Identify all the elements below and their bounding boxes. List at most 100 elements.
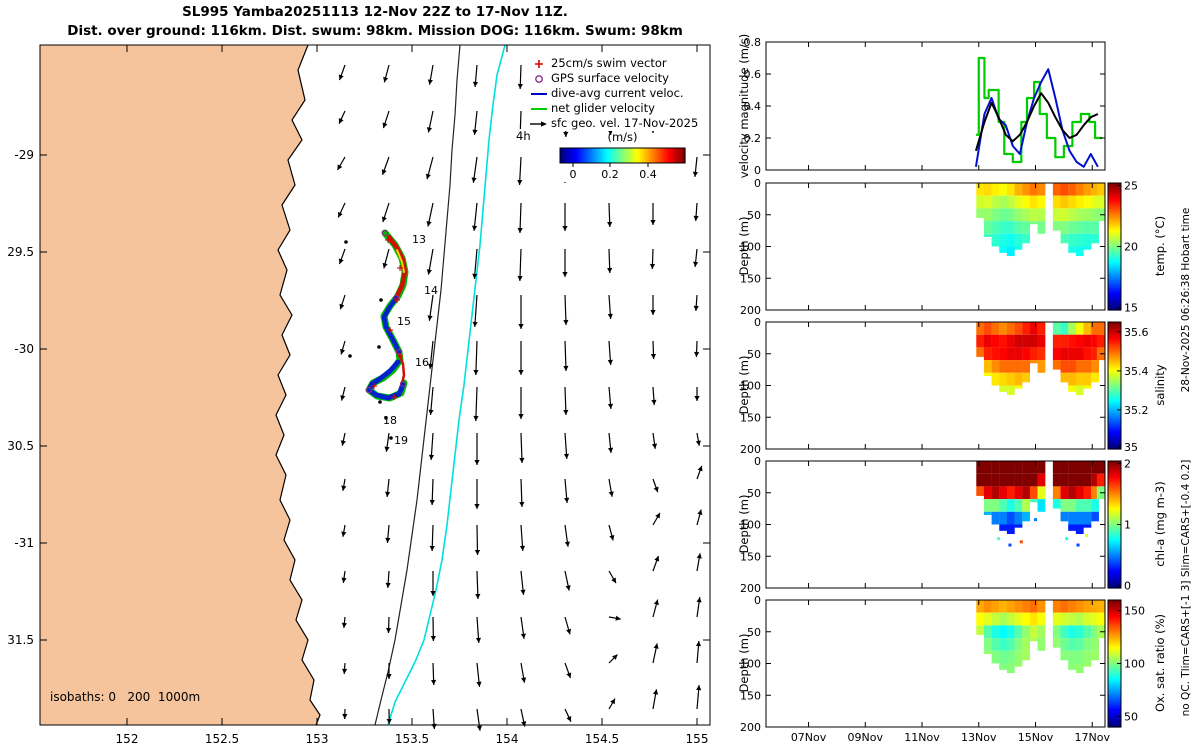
svg-text:13Nov: 13Nov — [961, 731, 997, 744]
salinity-colorbar: 35.6 35.4 35.2 35 — [1107, 321, 1149, 454]
svg-text:154.5: 154.5 — [585, 732, 619, 746]
velocity-panel: 0 0.2 0.4 0.6 0.8 — [744, 36, 1106, 177]
svg-text:152: 152 — [116, 732, 139, 746]
svg-text:35.6: 35.6 — [1124, 326, 1149, 339]
isobath-200m — [374, 44, 461, 726]
svg-text:0: 0 — [1124, 579, 1131, 592]
velocity-ylabel: velocity magnitude (m/s) — [737, 33, 751, 179]
chla-section: 0 50 100 150 200 2 1 0 — [740, 455, 1131, 595]
svg-text:50: 50 — [747, 626, 761, 639]
chla-colorbar-label: chl-a (mg m-3) — [1153, 481, 1167, 567]
svg-text:150: 150 — [740, 411, 761, 424]
svg-text:0.2: 0.2 — [601, 168, 619, 181]
svg-text:-31: -31 — [14, 536, 34, 550]
circle-symbol-icon — [527, 73, 549, 85]
svg-text:150: 150 — [740, 550, 761, 563]
svg-text:18: 18 — [383, 414, 397, 427]
svg-text:0: 0 — [570, 168, 577, 181]
svg-text:11Nov: 11Nov — [904, 731, 940, 744]
temp-depth-label: Depth (m) — [737, 216, 751, 276]
map-panel: 13 14 15 16 18 19 152 152.5 153 153.5 154 154.5 155 -… — [7, 44, 711, 746]
svg-text:2: 2 — [1124, 458, 1131, 471]
svg-text:35: 35 — [1124, 441, 1138, 454]
timestamp-note: 28-Nov-2025 06:26:38 Hobart time — [1180, 207, 1192, 393]
svg-text:0: 0 — [754, 316, 761, 329]
glider-track: 13 14 15 16 18 19 — [365, 229, 438, 447]
svg-text:15: 15 — [397, 315, 411, 328]
legend-item-1: GPS surface velocity — [527, 71, 703, 86]
qc-note: no QC. Tlim=CARS+[-1 3] Slim=CARS+[-0.4 … — [1180, 459, 1192, 717]
svg-text:152.5: 152.5 — [205, 732, 239, 746]
svg-text:100: 100 — [1124, 658, 1145, 671]
svg-text:200: 200 — [740, 304, 761, 317]
temperature-colorbar: 25 20 15 — [1107, 180, 1138, 314]
svg-text:150: 150 — [740, 272, 761, 285]
salinity-colorbar-label: salinity — [1153, 364, 1167, 406]
land-polygon — [40, 45, 320, 725]
svg-text:50: 50 — [1124, 710, 1138, 723]
chla-colorbar: 2 1 0 — [1107, 458, 1131, 592]
legend-item-label: sfc geo. vel. 17-Nov-2025 — [551, 116, 699, 130]
isobath-1000m — [387, 44, 506, 726]
legend-item-label: net glider velocity — [551, 101, 655, 115]
svg-text:35.4: 35.4 — [1124, 365, 1149, 378]
svg-text:0: 0 — [754, 177, 761, 190]
surface-geostrophic-vector-field — [336, 64, 703, 731]
map-colorbar: 0 0.2 0.4 — [556, 146, 689, 182]
legend-item-2: dive-avg current veloc. — [527, 86, 703, 101]
plus-symbol-icon — [527, 58, 549, 70]
svg-text:200: 200 — [740, 443, 761, 456]
svg-text:35.2: 35.2 — [1124, 404, 1149, 417]
svg-text:100: 100 — [740, 519, 761, 532]
vector-time-scale-label: 4h — [514, 129, 533, 143]
svg-text:31.5: 31.5 — [7, 633, 34, 647]
svg-text:15: 15 — [1124, 301, 1138, 314]
svg-text:200: 200 — [740, 582, 761, 595]
line-symbol-icon — [527, 88, 549, 100]
svg-text:150: 150 — [740, 689, 761, 702]
svg-text:0.4: 0.4 — [744, 100, 762, 113]
svg-text:13: 13 — [412, 233, 426, 246]
temp-colorbar-label: temp. (°C) — [1153, 215, 1167, 277]
map-title-line1: SL995 Yamba20251113 12-Nov 22Z to 17-Nov… — [182, 4, 568, 20]
legend-item-label: dive-avg current veloc. — [551, 86, 684, 100]
svg-text:100: 100 — [740, 241, 761, 254]
svg-text:100: 100 — [740, 658, 761, 671]
svg-text:200: 200 — [740, 721, 761, 734]
svg-text:14: 14 — [424, 284, 438, 297]
oxygen-section: 0 50 100 150 200 150 100 50 — [740, 594, 1145, 734]
svg-text:100: 100 — [740, 380, 761, 393]
legend-item-4: sfc geo. vel. 17-Nov-2025 — [527, 116, 703, 131]
svg-text:17Nov: 17Nov — [1074, 731, 1110, 744]
legend-item-0: 25cm/s swim vector — [527, 56, 703, 71]
map-title-line2: Dist. over ground: 116km. Dist. swum: 98… — [67, 23, 683, 39]
svg-text:16: 16 — [415, 356, 429, 369]
svg-text:0: 0 — [754, 455, 761, 468]
legend-item-label: GPS surface velocity — [551, 71, 669, 85]
svg-text:09Nov: 09Nov — [848, 731, 884, 744]
svg-text:150: 150 — [1124, 605, 1145, 618]
oxygen-depth-label: Depth (m) — [737, 633, 751, 693]
line-symbol-icon — [527, 103, 549, 115]
legend-item-label: 25cm/s swim vector — [551, 56, 667, 70]
svg-text:0.2: 0.2 — [744, 132, 762, 145]
oxygen-colorbar-label: Ox. sat. ratio (%) — [1153, 613, 1167, 713]
salinity-depth-label: Depth (m) — [737, 355, 751, 415]
svg-text:15Nov: 15Nov — [1018, 731, 1054, 744]
map-axes: 152 152.5 153 153.5 154 154.5 155 -29 29.5 -30 30.… — [7, 44, 711, 746]
oxygen-colorbar: 150 100 50 — [1107, 599, 1145, 728]
chla-depth-label: Depth (m) — [737, 494, 751, 554]
isobaths-label: isobaths: 0 200 1000m — [50, 690, 201, 704]
svg-text:20: 20 — [1124, 241, 1138, 254]
time-axis-labels: 07Nov 09Nov 11Nov 13Nov 15Nov 17Nov — [791, 731, 1111, 744]
svg-text:0.4: 0.4 — [639, 168, 657, 181]
svg-text:-30: -30 — [14, 342, 34, 356]
svg-text:0: 0 — [754, 164, 761, 177]
svg-text:07Nov: 07Nov — [791, 731, 827, 744]
map-colorbar-title: (m/s) — [607, 130, 638, 144]
coastline — [275, 44, 321, 726]
svg-text:0.8: 0.8 — [744, 36, 762, 49]
svg-text:-29: -29 — [14, 148, 34, 162]
svg-text:1: 1 — [1124, 519, 1131, 532]
